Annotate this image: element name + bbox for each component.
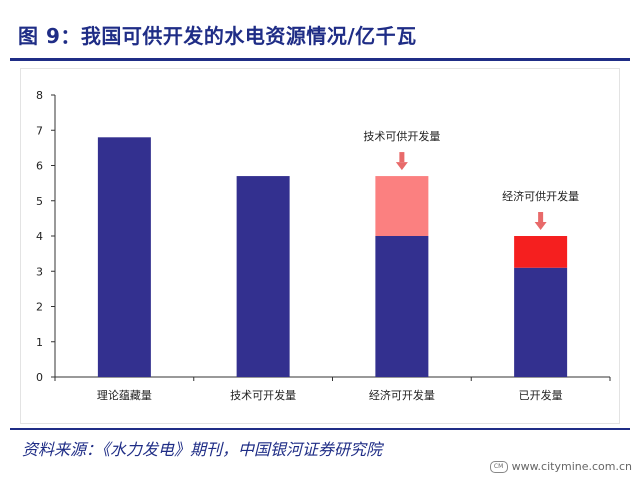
annotation-arrow-icon bbox=[395, 162, 408, 171]
footer-divider bbox=[10, 428, 630, 430]
y-tick-label: 7 bbox=[36, 124, 43, 137]
x-tick-label: 经济可开发量 bbox=[369, 388, 435, 402]
page-title: 图 9：我国可供开发的水电资源情况/亿千瓦 bbox=[18, 24, 417, 48]
y-tick-label: 6 bbox=[36, 160, 43, 173]
bar-1-base bbox=[97, 137, 151, 377]
x-tick-label: 已开发量 bbox=[519, 388, 563, 402]
x-tick-label: 技术可开发量 bbox=[230, 388, 296, 402]
source-note: 资料来源：《水力发电》期刊，中国银河证券研究院 bbox=[22, 440, 383, 459]
x-tick-label: 理论蕴藏量 bbox=[97, 388, 152, 402]
y-tick-label: 4 bbox=[36, 230, 43, 243]
chart-frame bbox=[20, 68, 620, 424]
watermark: CM www.citymine.com.cn bbox=[489, 460, 632, 473]
bar-4-extra bbox=[514, 236, 568, 268]
y-tick-label: 5 bbox=[36, 195, 43, 208]
y-tick-label: 3 bbox=[36, 265, 43, 278]
bar-3-base bbox=[375, 236, 429, 377]
y-tick-label: 1 bbox=[36, 336, 43, 349]
y-tick-label: 8 bbox=[36, 89, 43, 102]
annotation-label: 技术可供开发量 bbox=[363, 129, 440, 143]
title-divider bbox=[10, 58, 630, 61]
annotation-arrow-shaft bbox=[538, 212, 544, 222]
bar-3-extra bbox=[375, 176, 429, 236]
annotation-label: 经济可供开发量 bbox=[502, 189, 579, 203]
bar-4-base bbox=[514, 267, 568, 377]
bar-chart: 0 1 2 3 4 5 6 7 8 理论蕴藏量 技术可开发量 经济可开发量 已开发量 技术可供开发量经济可… bbox=[36, 89, 611, 402]
annotation-arrow-shaft bbox=[399, 152, 405, 163]
annotation-arrow-icon bbox=[534, 222, 547, 230]
bar-2-base bbox=[236, 176, 290, 377]
y-tick-label: 2 bbox=[36, 301, 43, 314]
y-tick-label: 0 bbox=[36, 371, 43, 384]
watermark-logo-icon: CM bbox=[489, 460, 508, 473]
watermark-text: www.citymine.com.cn bbox=[511, 460, 632, 473]
